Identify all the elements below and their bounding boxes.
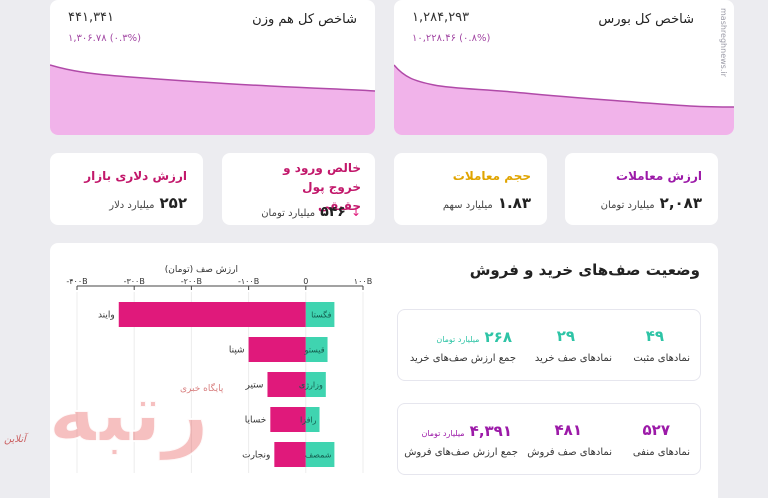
buy-stat-value-row: ۲۶۸ میلیارد تومان: [436, 327, 512, 346]
sell-bar: [270, 407, 306, 432]
buy-bar-label: رافزا: [300, 416, 317, 425]
stat-unit: میلیارد تومان: [600, 200, 655, 211]
buy-bar-label: فگستا: [311, 310, 331, 320]
index-change: ۱۰,۲۲۸.۴۶ (۰.۸%): [412, 33, 491, 44]
x-tick-label: -۴۰۰B: [66, 277, 87, 286]
index-title: شاخص کل هم وزن: [252, 12, 357, 27]
buy-bar-label: وزارژی: [299, 381, 323, 390]
buy-bar-label: شمصف: [305, 451, 332, 460]
buy-stat-value: ۲۶۸: [484, 328, 512, 346]
x-tick-label: 0: [303, 277, 308, 286]
buy-bar-label: قیستو: [304, 346, 325, 355]
watermark: mashreghnews.ir: [719, 8, 728, 77]
sell-bar-label: ونجارت: [242, 451, 270, 461]
sell-stat-unit: میلیارد تومان: [421, 429, 465, 438]
stat-value: ۵۴۶: [320, 204, 346, 220]
stat-value-row: ↓ ۵۴۶ میلیارد تومان: [261, 201, 361, 220]
sell-stat-label: جمع ارزش صف‌های فروش: [404, 447, 518, 458]
down-arrow-icon: ↓: [350, 205, 361, 219]
sell-stat-label: نمادهای منفی: [632, 447, 690, 458]
stat-unit: میلیارد دلار: [109, 200, 155, 211]
buy-stat-unit: میلیارد تومان: [436, 335, 480, 344]
queues-title: وضعیت صف‌های خرید و فروش: [469, 261, 700, 279]
stat-title: ارزش دلاری بازار: [84, 169, 187, 183]
sell-stat-label: نمادهای صف فروش: [527, 447, 612, 458]
stat-title: خالص ورود و خروج پول حقیقی: [283, 161, 361, 213]
stat-card-trade-volume: حجم معاملات ۱.۸۳ میلیارد سهم: [394, 153, 547, 225]
sell-bar-label: وایند: [98, 311, 115, 321]
index-sparkline: [50, 64, 375, 135]
sell-queue-box: ۵۲۷ نمادهای منفی ۴۸۱ نمادهای صف فروش ۴,۳…: [397, 403, 701, 475]
chart-title: ارزش صف (تومان): [165, 265, 238, 275]
stat-value: ۲۵۲: [159, 194, 187, 212]
index-value: ۱,۲۸۴,۲۹۳: [412, 10, 470, 25]
x-tick-label: -۳۰۰B: [124, 277, 145, 286]
logo-sub: آنلاین: [4, 434, 26, 445]
buy-stat-value: ۲۹: [556, 327, 575, 345]
index-card-total: شاخص کل بورس ۱,۲۸۴,۲۹۳ ۱۰,۲۲۸.۴۶ (۰.۸%) …: [394, 0, 734, 135]
queue-value-chart: ارزش صف (تومان) -۴۰۰B -۳۰۰B -۲۰۰B -۱۰۰B 0 ۱۰۰B…: [66, 265, 372, 473]
sell-stat-value: ۴,۳۹۱: [469, 422, 512, 440]
stat-value: ۲,۰۸۳: [659, 194, 702, 212]
buy-queue-box: ۴۹ نمادهای مثبت ۲۹ نمادهای صف خرید ۲۶۸ م…: [397, 309, 701, 381]
logo-text: رتبه: [47, 365, 210, 462]
buy-bar: [305, 302, 335, 327]
sell-bar: [267, 372, 306, 397]
sell-bar-label: ستیر: [245, 381, 264, 391]
index-value: ۴۴۱,۳۴۱: [68, 10, 115, 25]
rotbe-logo: رتبه پایگاه خبری آنلاین: [0, 365, 240, 498]
sell-bar: [274, 442, 306, 467]
stat-title: حجم معاملات: [452, 169, 531, 183]
stat-value: ۱.۸۳: [497, 194, 531, 212]
sell-bar: [118, 302, 306, 327]
stat-card-real-money-flow: خالص ورود و خروج پول حقیقی ↓ ۵۴۶ میلیارد…: [222, 153, 375, 225]
sell-stat-value: ۵۲۷: [642, 421, 670, 439]
buy-stat-value: ۴۹: [645, 327, 664, 345]
x-tick-label: -۱۰۰B: [238, 277, 259, 286]
sell-bar-label: خسایا: [245, 416, 267, 426]
index-title: شاخص کل بورس: [598, 12, 694, 27]
x-tick-label: ۱۰۰B: [354, 277, 372, 286]
stat-title: ارزش معاملات: [616, 169, 702, 183]
buy-stat-label: جمع ارزش صف‌های خرید: [409, 353, 516, 364]
stat-card-dollar-value: ارزش دلاری بازار ۲۵۲ میلیارد دلار: [50, 153, 203, 225]
buy-stat-label: نمادهای مثبت: [633, 353, 690, 364]
sell-bar: [248, 337, 306, 362]
index-card-equal: شاخص کل هم وزن ۴۴۱,۳۴۱ ۱,۳۰۶.۷۸ (۰.۳%): [50, 0, 375, 135]
sell-stat-value: ۴۸۱: [554, 421, 582, 439]
stat-unit: میلیارد سهم: [442, 200, 493, 211]
sell-bar-label: شپنا: [229, 346, 245, 356]
logo-small: پایگاه خبری: [180, 384, 224, 394]
stat-value-row: ۲,۰۸۳ میلیارد تومان: [601, 193, 702, 212]
buy-bar: [305, 372, 326, 397]
stat-unit: میلیارد تومان: [261, 208, 316, 219]
stat-card-trade-value: ارزش معاملات ۲,۰۸۳ میلیارد تومان: [565, 153, 718, 225]
x-tick-label: -۲۰۰B: [181, 277, 202, 286]
buy-bar: [305, 407, 320, 432]
sell-stat-value-row: ۴,۳۹۱ میلیارد تومان: [421, 421, 512, 440]
buy-stat-label: نمادهای صف خرید: [534, 353, 612, 364]
buy-bar: [305, 442, 335, 467]
stat-value-row: ۲۵۲ میلیارد دلار: [109, 193, 187, 212]
stat-value-row: ۱.۸۳ میلیارد سهم: [443, 193, 531, 212]
index-sparkline: [394, 64, 734, 135]
index-change: ۱,۳۰۶.۷۸ (۰.۳%): [68, 33, 141, 44]
buy-bar: [305, 337, 328, 362]
